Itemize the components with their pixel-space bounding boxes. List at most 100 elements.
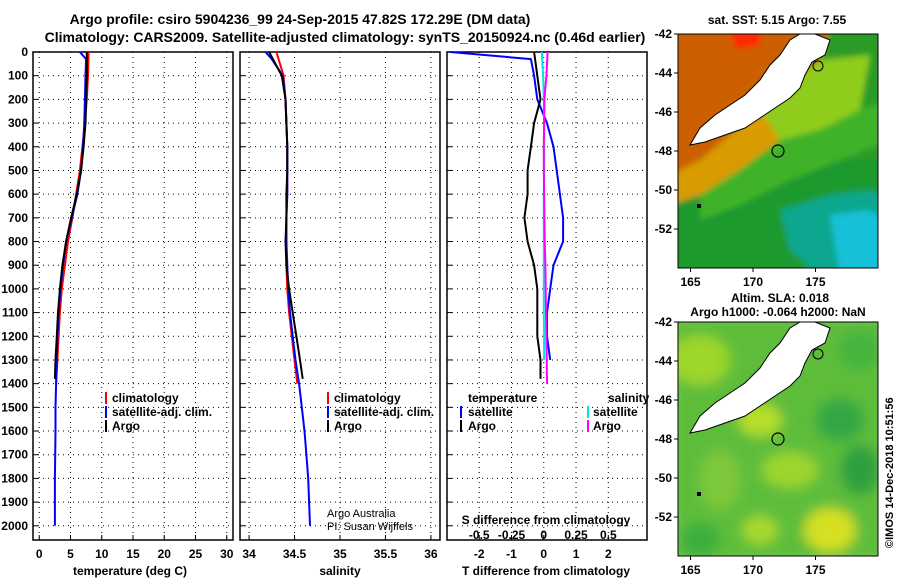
- s-diff-tick-label: 0.5: [600, 528, 617, 542]
- legend-swatch-temp-satellite: [460, 406, 462, 418]
- depth-tick-label: 500: [8, 163, 28, 177]
- map-lat-label: -48: [655, 144, 673, 158]
- contour-marker: [812, 60, 824, 72]
- legend-swatch-argo: [327, 420, 329, 432]
- legend-swatch-sal-argo: [587, 420, 589, 432]
- map-lat-label: -52: [655, 510, 673, 524]
- legend-label-sal-argo: Argo: [593, 419, 621, 433]
- legend-swatch-satellite: [105, 406, 107, 418]
- depth-tick-label: 300: [8, 116, 28, 130]
- legend-swatch-satellite: [327, 406, 329, 418]
- x-tick-label: 35: [333, 547, 347, 561]
- temperature-series: [53, 51, 90, 526]
- map-lat-label: -50: [655, 471, 673, 485]
- depth-tick-label: 1100: [2, 306, 28, 320]
- series-line-salinity-argo: [542, 51, 549, 384]
- s-diff-tick-label: -0.25: [498, 528, 526, 542]
- depth-tick-label: 200: [8, 92, 28, 106]
- temperature-xlabel: temperature (deg C): [73, 564, 187, 578]
- map-lat-label: -42: [655, 315, 673, 329]
- legend-label-temp-satellite: satellite: [468, 405, 513, 419]
- depth-tick-label: 1900: [1, 495, 28, 509]
- depth-tick-label: 900: [8, 258, 28, 272]
- x-tick-label: 30: [220, 547, 234, 561]
- s-diff-tick-label: 0.25: [564, 528, 588, 542]
- contour-marker-2: [812, 348, 824, 360]
- map-lon-label: 175: [805, 275, 825, 289]
- map-lat-label: -44: [655, 354, 673, 368]
- legend-swatch-sal-satellite: [587, 406, 589, 418]
- x-tick-label: 34: [242, 547, 256, 561]
- x-tick-label: 5: [67, 547, 74, 561]
- map-lon-label: 165: [680, 275, 700, 289]
- sla-map: [677, 321, 879, 557]
- depth-tick-label: 800: [8, 235, 28, 249]
- sla-map-ticks: -42 -44 -46 -48 -50 -52 165 170 175: [655, 315, 826, 577]
- sla-map-subtitle: Argo h1000: -0.064 h2000: NaN: [690, 305, 865, 319]
- x-tick-label: -1: [506, 547, 517, 561]
- depth-tick-label: 700: [8, 211, 28, 225]
- x-tick-label: 0: [36, 547, 43, 561]
- new-zealand-land-2: [689, 322, 831, 434]
- salinity-legend: climatology satellite-adj. clim. Argo: [327, 391, 434, 433]
- sst-map-ticks: -42 -44 -46 -48 -50 -52 165 170 175: [655, 27, 826, 289]
- salinity-tick-labels: 34 34.5 35 35.5 36: [242, 547, 437, 561]
- x-tick-label: -2: [474, 547, 485, 561]
- map-lat-label: -42: [655, 27, 673, 41]
- figure-title-line1: Argo profile: csiro 5904236_99 24-Sep-20…: [70, 11, 531, 27]
- map-lat-label: -50: [655, 183, 673, 197]
- legend-title-temperature: temperature: [468, 391, 538, 405]
- watermark-line2: PI: Susan Wijffels: [327, 521, 413, 533]
- series-line-satellite-adj-clim-: [264, 51, 311, 526]
- salinity-panel: 34 34.5 35 35.5 36 salinity climatology sate…: [239, 51, 441, 578]
- salinity-xlabel: salinity: [319, 564, 361, 578]
- depth-tick-label: 400: [8, 140, 28, 154]
- x-tick-label: 34.5: [283, 547, 307, 561]
- legend-label-argo: Argo: [334, 419, 362, 433]
- stewart-island-2: [697, 492, 701, 496]
- map-lon-label: 175: [805, 563, 825, 577]
- depth-tick-label: 1500: [1, 400, 28, 414]
- map-lat-label: -46: [655, 393, 673, 407]
- legend-swatch-argo: [105, 420, 107, 432]
- difference-legend: temperature salinity satellite Argo sate…: [460, 391, 650, 433]
- x-tick-label: 36: [424, 547, 438, 561]
- depth-tick-label: 1800: [1, 471, 28, 485]
- salinity-grid: [240, 51, 440, 540]
- depth-tick-label: 1000: [1, 282, 28, 296]
- x-tick-label: 35.5: [374, 547, 398, 561]
- difference-xlabel-top: S difference from climatology: [462, 513, 631, 527]
- legend-label-climatology: climatology: [112, 391, 179, 405]
- depth-tick-label: 1300: [1, 353, 28, 367]
- legend-swatch-temp-argo: [460, 420, 462, 432]
- series-line-argo: [53, 52, 88, 379]
- legend-swatch-climatology: [105, 392, 107, 404]
- x-tick-label: 15: [126, 547, 140, 561]
- legend-title-salinity: salinity: [608, 391, 650, 405]
- legend-label-climatology: climatology: [334, 391, 401, 405]
- stewart-island: [697, 204, 701, 208]
- difference-series: [450, 51, 565, 384]
- salinity-plot-frame: [239, 51, 441, 541]
- x-tick-label: 1: [573, 547, 580, 561]
- temperature-tick-labels: 0 5 10 15 20 25 30: [36, 547, 234, 561]
- legend-label-sal-satellite: satellite: [593, 405, 638, 419]
- new-zealand-land: [689, 34, 831, 146]
- legend-label-satellite: satellite-adj. clim.: [112, 405, 212, 419]
- map-lat-label: -44: [655, 66, 673, 80]
- x-tick-label: 20: [158, 547, 172, 561]
- watermark-line1: Argo Australia: [327, 508, 396, 520]
- legend-swatch-climatology: [327, 392, 329, 404]
- imos-credit: ©IMOS 14-Dec-2018 10:51:56: [884, 397, 896, 548]
- depth-tick-label: 100: [8, 69, 28, 83]
- x-tick-label: 0: [540, 547, 547, 561]
- legend-label-satellite: satellite-adj. clim.: [334, 405, 434, 419]
- salinity-series: [264, 51, 311, 526]
- sst-map: [677, 33, 879, 269]
- figure-title-line2: Climatology: CARS2009. Satellite-adjuste…: [45, 29, 646, 45]
- depth-tick-label: 1600: [1, 424, 28, 438]
- depth-tick-label: 2000: [1, 519, 28, 533]
- x-tick-label: 2: [605, 547, 612, 561]
- depth-tick-label: 1200: [1, 329, 28, 343]
